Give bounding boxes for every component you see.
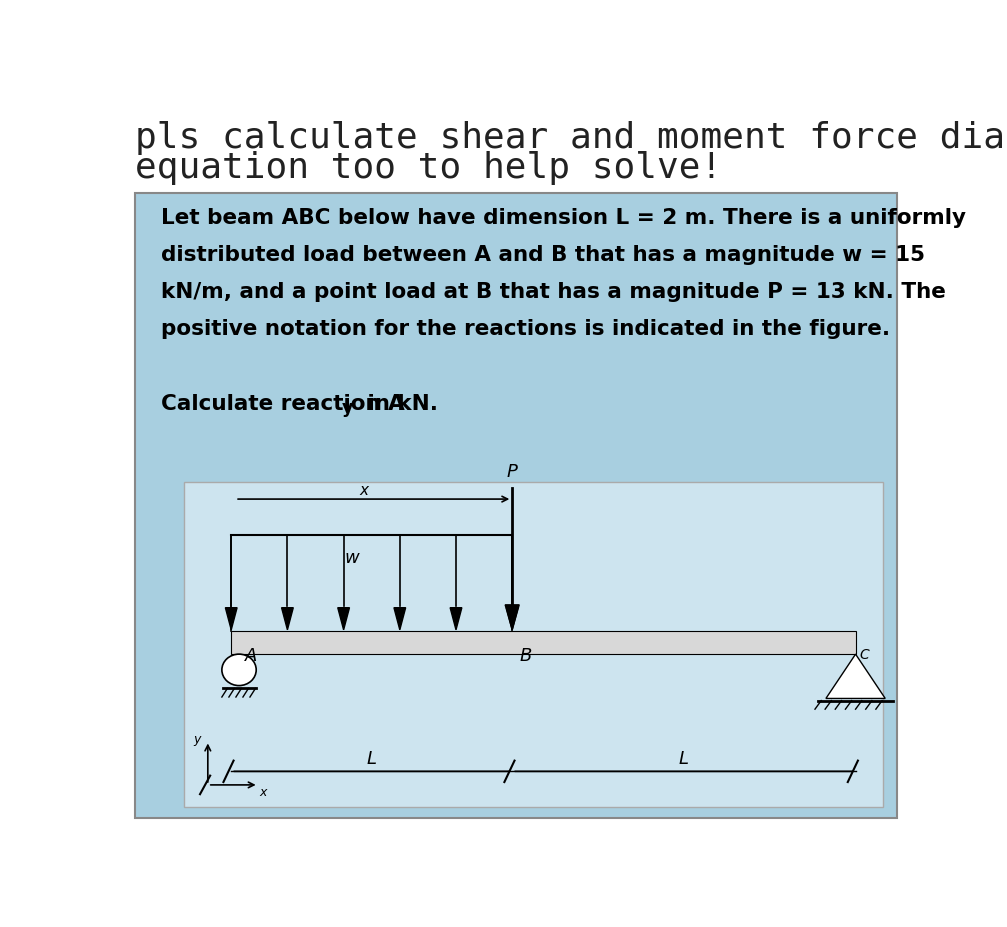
Text: distributed load between A and B that has a magnitude w = 15: distributed load between A and B that ha…	[161, 245, 925, 265]
Text: C: C	[860, 648, 869, 662]
Text: x: x	[260, 785, 267, 798]
Polygon shape	[450, 608, 462, 630]
Text: pls calculate shear and moment force diagram: pls calculate shear and moment force dia…	[135, 121, 1007, 155]
Text: L: L	[679, 749, 689, 767]
Text: y: y	[193, 732, 201, 745]
Text: Calculate reaction A: Calculate reaction A	[161, 393, 405, 413]
Polygon shape	[337, 608, 349, 630]
Text: w: w	[344, 549, 359, 566]
Text: y: y	[342, 399, 353, 417]
Text: positive notation for the reactions is indicated in the figure.: positive notation for the reactions is i…	[161, 319, 890, 339]
Text: A: A	[246, 646, 258, 664]
Polygon shape	[507, 608, 518, 630]
Polygon shape	[226, 608, 237, 630]
FancyBboxPatch shape	[184, 482, 883, 807]
Text: x: x	[359, 483, 369, 498]
Polygon shape	[506, 605, 520, 630]
Polygon shape	[826, 654, 885, 699]
Bar	[232, 631, 856, 654]
Text: B: B	[520, 646, 533, 664]
Text: kN/m, and a point load at B that has a magnitude P = 13 kN. The: kN/m, and a point load at B that has a m…	[161, 282, 946, 302]
Circle shape	[222, 654, 256, 686]
FancyBboxPatch shape	[135, 194, 897, 818]
Polygon shape	[282, 608, 293, 630]
Text: equation too to help solve!: equation too to help solve!	[135, 151, 722, 185]
Polygon shape	[394, 608, 406, 630]
Text: P: P	[507, 463, 518, 480]
Text: in kN.: in kN.	[361, 393, 438, 413]
Text: Let beam ABC below have dimension L = 2 m. There is a uniformly: Let beam ABC below have dimension L = 2 …	[161, 208, 966, 228]
Text: L: L	[367, 749, 377, 767]
